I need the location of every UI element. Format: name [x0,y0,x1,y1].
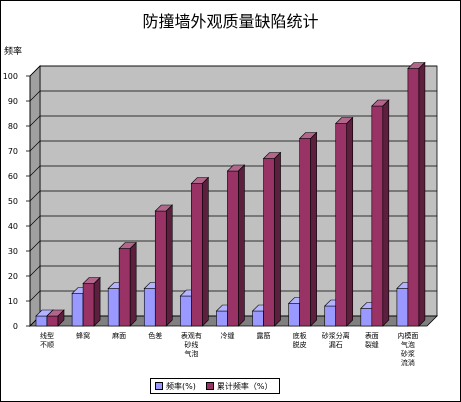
x-tick-label: 色差 [148,331,162,340]
x-tick-label: 露筋 [257,331,271,340]
y-tick-label: 100 [3,72,18,81]
legend-label-frequency: 频率(%) [166,381,196,391]
bar-cumulative [335,116,354,327]
legend-label-cumulative: 累计频率（%） [216,381,273,391]
y-tick-label: 10 [8,297,18,306]
y-tick-label: 30 [8,247,18,256]
bar-cumulative [118,241,137,327]
y-tick-label: 50 [8,197,18,206]
legend-swatch-frequency [155,382,163,390]
bar-cumulative [154,204,173,327]
bar-cumulative [371,99,390,327]
x-tick-label: 蜂窝 [76,331,90,340]
x-tick-label: 内模面气泡砂浆流淌 [397,331,418,367]
bar-cumulative [46,309,65,327]
y-tick-label: 70 [8,147,18,156]
y-axis-label: 频率 [4,47,23,57]
legend-swatch-cumulative [205,382,214,390]
gridline [29,90,437,102]
bar-cumulative [298,131,318,327]
x-tick-label: 表观有砂线气泡 [181,331,202,358]
y-tick-label: 0 [13,322,18,331]
x-tick-label: 表面裂缝 [365,331,379,349]
gridline [29,65,437,77]
y-tick-label: 80 [8,122,18,131]
x-tick-label: 线型不顺 [40,331,54,349]
legend-item-frequency: 频率(%) [155,381,196,392]
bar-cumulative [190,176,210,327]
x-tick-label: 砂浆分离漏石 [322,331,350,349]
bar-cumulative [226,164,246,327]
legend: 频率(%) 累计频率（%） [150,378,280,394]
bar-cumulative [82,276,101,327]
legend-item-cumulative: 累计频率（%） [205,381,273,392]
y-tick-label: 20 [8,272,18,281]
chart-title: 防撞墙外观质量缺陷统计 [142,12,319,31]
y-tick-label: 60 [8,172,18,181]
bar-cumulative [407,61,426,327]
x-tick-label: 冷缝 [220,331,234,340]
gridline [29,115,437,127]
x-tick-label: 底板脱皮 [293,331,307,349]
y-tick-label: 90 [8,97,18,106]
bar-cumulative [262,151,282,327]
y-tick-label: 40 [8,222,18,231]
x-tick-label: 麻面 [112,331,126,340]
